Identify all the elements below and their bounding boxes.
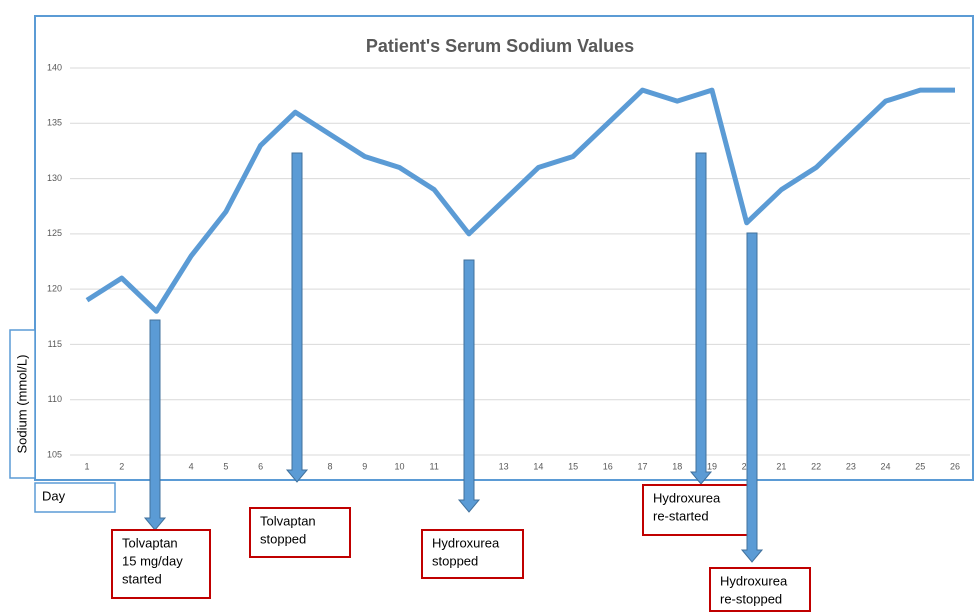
- x-tick-label: 9: [362, 461, 367, 471]
- y-tick-label: 120: [47, 284, 62, 294]
- x-tick-label: 25: [915, 461, 925, 471]
- x-tick-label: 14: [533, 461, 543, 471]
- x-tick-label: 23: [846, 461, 856, 471]
- x-tick-label: 1: [84, 461, 89, 471]
- y-tick-label: 135: [47, 118, 62, 128]
- x-tick-label: 24: [881, 461, 891, 471]
- y-axis-label: Sodium (mmol/L): [14, 355, 29, 454]
- x-tick-label: 17: [638, 461, 648, 471]
- x-tick-label: 22: [811, 461, 821, 471]
- x-tick-label: 5: [223, 461, 228, 471]
- x-tick-label: 21: [776, 461, 786, 471]
- annotation-text: Tolvaptan: [260, 513, 316, 528]
- x-tick-label: 6: [258, 461, 263, 471]
- annotation-text: re-started: [653, 508, 709, 523]
- x-tick-label: 13: [499, 461, 509, 471]
- annotation-box: [249, 507, 351, 558]
- annotation-text: Hydroxurea: [720, 573, 788, 588]
- y-tick-label: 105: [47, 449, 62, 459]
- arrow: [740, 232, 764, 563]
- y-tick-label: 125: [47, 228, 62, 238]
- x-tick-label: 4: [189, 461, 194, 471]
- x-tick-label: 11: [430, 461, 439, 471]
- arrow: [457, 259, 481, 513]
- y-tick-label: 140: [47, 62, 62, 72]
- x-axis-label: Day: [42, 488, 66, 503]
- data-line: [85, 87, 955, 314]
- annotation-text: Hydroxurea: [653, 490, 721, 505]
- arrow: [285, 152, 309, 483]
- x-tick-label: 26: [950, 461, 960, 471]
- annotation: Hydroxurea re-started: [642, 152, 749, 536]
- annotation-text: Tolvaptan: [122, 535, 178, 550]
- annotation-box: [111, 529, 211, 599]
- x-tick-label: 16: [603, 461, 613, 471]
- y-tick-label: 130: [47, 173, 62, 183]
- annotation: Hydroxurea re-stopped: [709, 232, 811, 612]
- y-label-box: [9, 329, 36, 479]
- annotation-text: stopped: [260, 531, 306, 546]
- chart-title: Patient's Serum Sodium Values: [366, 36, 634, 56]
- annotation-box: [421, 529, 524, 579]
- annotation-text: started: [122, 571, 162, 586]
- annotation: Hydroxurea stopped: [421, 259, 524, 579]
- arrow: [689, 152, 713, 485]
- annotation: Tolvaptan stopped: [249, 152, 351, 558]
- x-tick-label: 18: [672, 461, 682, 471]
- y-tick-label: 115: [48, 339, 62, 349]
- annotation-text: re-stopped: [720, 591, 782, 606]
- annotation-box: [642, 484, 749, 536]
- x-tick-label: 15: [568, 461, 578, 471]
- arrow: [143, 319, 167, 531]
- x-tick-label: 19: [707, 461, 717, 471]
- x-tick-label: 8: [328, 461, 333, 471]
- annotation: Tolvaptan 15 mg/day started: [111, 319, 211, 599]
- x-tick-label: 10: [394, 461, 404, 471]
- plot-frame: [34, 15, 974, 481]
- x-label-box: [34, 482, 116, 513]
- annotation-text: 15 mg/day: [122, 553, 183, 568]
- annotation-text: stopped: [432, 553, 478, 568]
- x-tick-label: 2: [119, 461, 124, 471]
- annotation-text: Hydroxurea: [432, 535, 500, 550]
- y-tick-label: 110: [48, 394, 62, 404]
- annotation-box: [709, 567, 811, 612]
